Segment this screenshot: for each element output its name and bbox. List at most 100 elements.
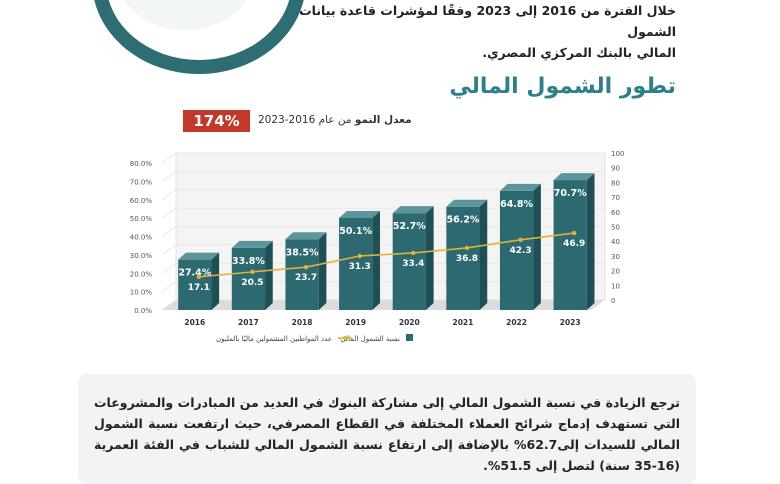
- section-title: تطور الشمول المالي: [449, 74, 676, 99]
- bar-side: [533, 183, 541, 310]
- line-point: [357, 253, 362, 259]
- bar-side: [372, 210, 381, 310]
- line-value-label: 42.3: [509, 246, 531, 256]
- intro-line-2: المالي بالبنك المركزي المصري.: [482, 45, 676, 60]
- bar: [446, 206, 480, 310]
- gridline-side: [161, 226, 177, 237]
- bar-value-label: 33.8%: [232, 256, 265, 267]
- x-axis-tick-label: 2023: [560, 318, 581, 327]
- bar-value-label: 64.8%: [500, 199, 533, 210]
- line-value-label: 33.4: [402, 259, 424, 269]
- bar-top: [178, 252, 220, 260]
- growth-rate-caption: معدل النمو من عام 2016-2023: [258, 114, 412, 126]
- line-point: [518, 237, 523, 243]
- bar-top: [392, 206, 434, 214]
- line-point: [411, 250, 416, 256]
- bar-side: [425, 206, 434, 310]
- gridline-side: [161, 207, 177, 219]
- chart-svg: 0.0% 10.0% 20.0% 30.0% 40.0% 50.0% 60.0% 70.0% 8…: [130, 150, 625, 343]
- bar-side: [318, 232, 327, 310]
- left-axis-tick-label: 70.0%: [130, 178, 153, 186]
- legend-line-marker: [343, 336, 347, 340]
- series-line: [198, 232, 575, 278]
- bar-value-label: 27.4%: [178, 268, 211, 279]
- bar-value-label: 50.1%: [339, 226, 372, 237]
- right-axis-tick-label: 50: [611, 224, 620, 232]
- x-axis-tick-label: 2019: [345, 318, 366, 327]
- left-axis-tick-label: 50.0%: [130, 215, 153, 223]
- line-point: [464, 245, 470, 251]
- right-axis-tick-label: 90: [611, 165, 620, 173]
- right-axis-tick-label: 0: [611, 297, 615, 305]
- line-value-label: 23.7: [295, 273, 317, 283]
- bar: [231, 247, 266, 310]
- x-axis-tick-label: 2022: [506, 318, 527, 327]
- bar-value-label: 56.2%: [446, 215, 479, 226]
- gridline-side: [161, 189, 177, 201]
- right-axis-tick-label: 30: [611, 253, 620, 261]
- bar: [499, 190, 534, 310]
- bar-side: [479, 199, 488, 310]
- right-axis-tick-label: 60: [611, 209, 620, 217]
- left-axis-tick-label: 0.0%: [134, 307, 152, 315]
- legend-bar-label: نسبة الشمول المالي: [340, 335, 400, 343]
- line-point: [196, 274, 202, 280]
- line-value-label: 46.9: [563, 239, 585, 249]
- left-axis-tick-label: 20.0%: [130, 270, 153, 278]
- right-axis-tick-label: 80: [611, 179, 620, 187]
- gridline-side: [161, 171, 177, 182]
- gridline-side: [161, 244, 177, 256]
- legend-line-label: عدد المواطنين المشمولين ماليًا بالمليون: [216, 335, 332, 343]
- line-point: [250, 269, 255, 275]
- gridline-side: [161, 152, 177, 164]
- right-axis-tick-label: 70: [611, 194, 620, 202]
- summary-card: ترجع الزيادة في نسبة الشمول المالي إلى م…: [78, 374, 696, 484]
- line-value-label: 31.3: [349, 262, 371, 272]
- line-value-label: 20.5: [241, 278, 263, 288]
- growth-caption-rest: من عام 2016-2023: [258, 114, 352, 126]
- gridline-side: [161, 281, 177, 292]
- gridline-side: [161, 299, 177, 311]
- bar-side: [586, 173, 595, 310]
- bar-top: [446, 199, 488, 207]
- line-value-label: 17.1: [188, 283, 210, 293]
- financial-inclusion-chart: 0.0% 10.0% 20.0% 30.0% 40.0% 50.0% 60.0% 70.0% 8…: [110, 135, 650, 350]
- growth-rate-badge: 174%: [183, 110, 250, 132]
- bar-side: [265, 240, 273, 310]
- left-axis-tick-label: 30.0%: [130, 252, 153, 260]
- bar: [285, 239, 319, 310]
- line-value-label: 36.8: [456, 254, 478, 264]
- x-axis-tick-label: 2017: [238, 318, 259, 327]
- growth-caption-strong: معدل النمو: [354, 114, 412, 126]
- left-axis-tick-label: 40.0%: [130, 234, 153, 242]
- x-axis-tick-label: 2018: [292, 318, 313, 327]
- bar-value-label: 52.7%: [393, 221, 426, 232]
- bar: [392, 213, 426, 310]
- bar-top: [285, 232, 327, 240]
- summary-paragraph: ترجع الزيادة في نسبة الشمول المالي إلى م…: [94, 395, 680, 473]
- legend-bar-swatch: [406, 334, 413, 341]
- x-axis-tick-label: 2016: [184, 318, 205, 327]
- gridline-side: [161, 262, 177, 274]
- left-axis-tick-label: 10.0%: [130, 289, 153, 297]
- bar: [339, 217, 373, 310]
- bar-value-label: 38.5%: [286, 247, 319, 258]
- intro-text: خلال الفترة من 2016 إلى 2023 وفقًا لمؤشر…: [286, 0, 676, 63]
- x-axis-tick-label: 2021: [453, 318, 474, 327]
- right-axis-tick-label: 10: [611, 282, 620, 290]
- left-axis-tick-label: 60.0%: [130, 197, 153, 205]
- bar-top: [231, 240, 273, 248]
- intro-line-1: خلال الفترة من 2016 إلى 2023 وفقًا لمؤشر…: [299, 3, 676, 39]
- left-axis-tick-label: 80.0%: [130, 160, 153, 168]
- right-axis-tick-label: 20: [611, 268, 620, 276]
- right-axis-tick-label: 40: [611, 238, 620, 246]
- x-axis-tick-label: 2020: [399, 318, 420, 327]
- bar-top: [553, 173, 595, 181]
- bar: [553, 180, 587, 310]
- bar: [178, 259, 212, 310]
- line-point: [303, 264, 309, 270]
- line-point: [571, 230, 577, 236]
- bar-top: [339, 210, 381, 218]
- bar-value-label: 70.7%: [554, 188, 587, 199]
- bar-side: [211, 252, 220, 310]
